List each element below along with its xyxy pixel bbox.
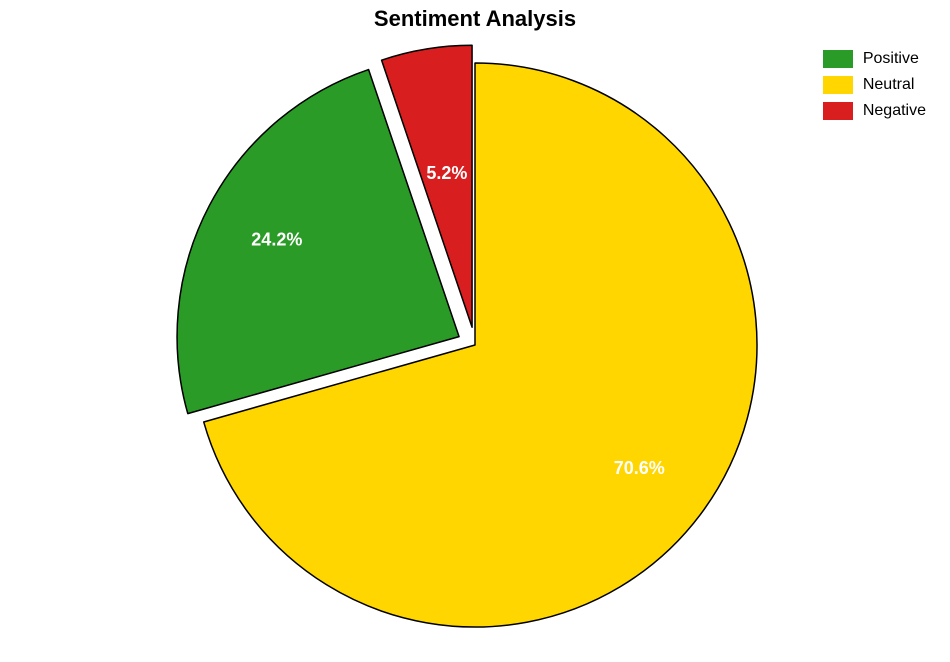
legend-label-positive: Positive (863, 50, 919, 68)
sentiment-pie-chart: Sentiment Analysis 70.6%24.2%5.2% Positi… (0, 0, 950, 662)
legend-label-negative: Negative (863, 102, 926, 120)
legend-swatch-neutral (823, 76, 853, 94)
legend: Positive Neutral Negative (823, 48, 926, 126)
slice-label-negative: 5.2% (426, 163, 467, 183)
legend-item-positive: Positive (823, 48, 926, 70)
legend-item-negative: Negative (823, 100, 926, 122)
slice-label-neutral: 70.6% (614, 458, 665, 478)
pie-svg: 70.6% 24.2% 5.2% (0, 0, 950, 662)
legend-label-neutral: Neutral (863, 76, 915, 94)
legend-swatch-negative (823, 102, 853, 120)
slice-label-positive: 24.2% (251, 230, 302, 250)
legend-swatch-positive (823, 50, 853, 68)
legend-item-neutral: Neutral (823, 74, 926, 96)
